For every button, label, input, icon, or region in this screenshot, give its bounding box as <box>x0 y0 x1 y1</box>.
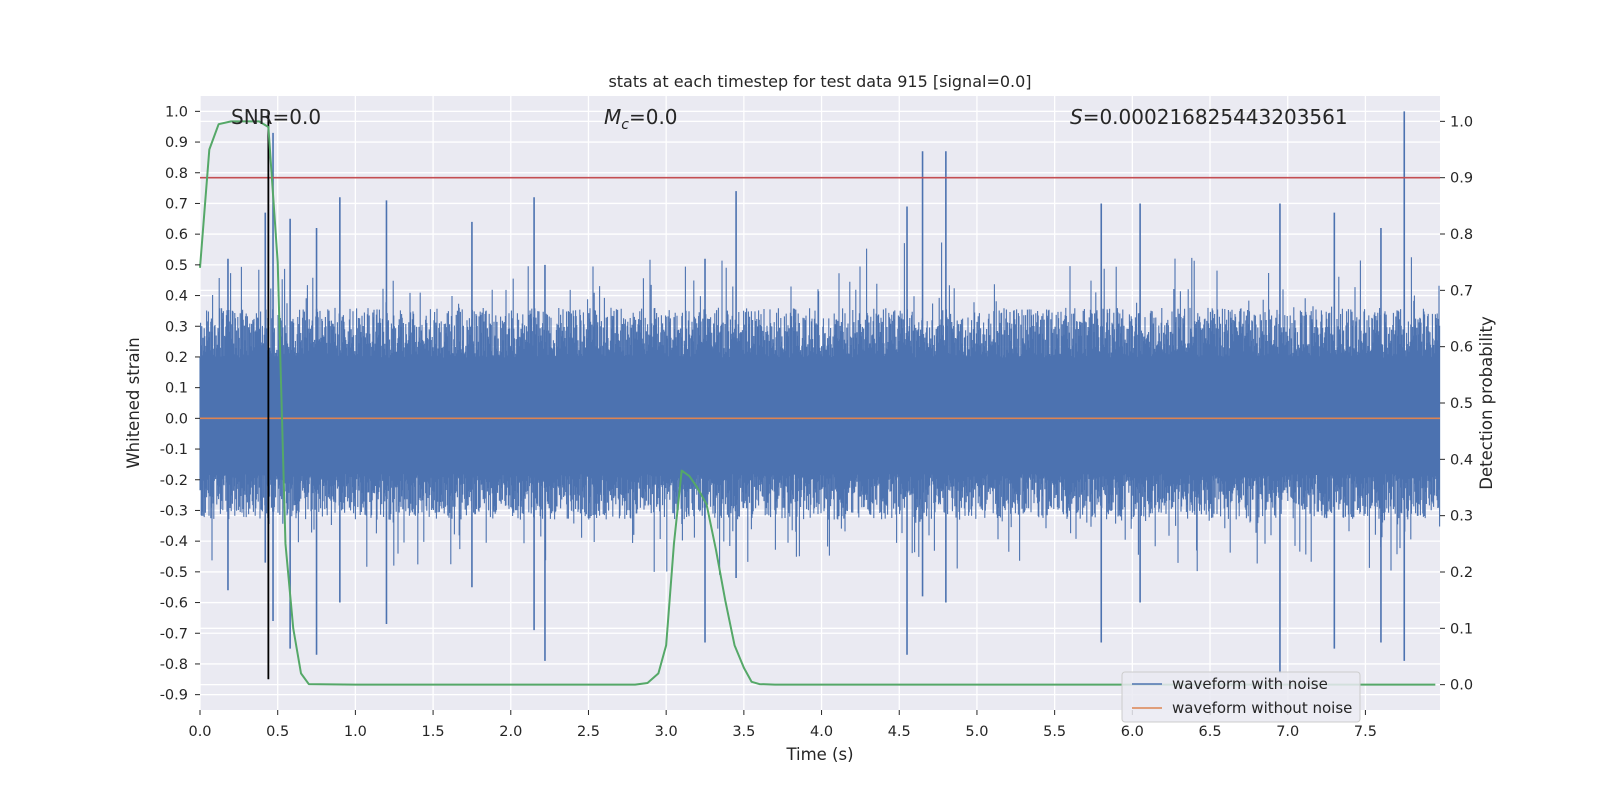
y-tick-label: -0.9 <box>160 688 188 704</box>
x-tick-label: 5.5 <box>1043 724 1066 740</box>
x-tick-label: 6.0 <box>1121 724 1144 740</box>
x-tick-label: 4.0 <box>810 724 833 740</box>
x-tick-label: 7.5 <box>1354 724 1377 740</box>
y-tick-label: -0.5 <box>160 565 188 581</box>
mc-annotation: Mc=0.0 <box>604 105 678 133</box>
y-tick-label: -0.3 <box>160 503 188 519</box>
legend: waveform with noise waveform without noi… <box>1121 671 1361 723</box>
y-tick-label: 0.8 <box>165 166 188 182</box>
y-tick-label: -0.2 <box>160 473 188 489</box>
x-tick-label: 6.5 <box>1198 724 1221 740</box>
x-tick-label: 7.0 <box>1276 724 1299 740</box>
y-tick-label: 0.0 <box>165 411 188 427</box>
y-axis-label: Whitened strain <box>124 337 143 468</box>
y2-tick-label: 0.8 <box>1450 227 1473 243</box>
y2-tick-label: 0.6 <box>1450 340 1473 356</box>
y-tick-label: 0.3 <box>165 319 188 335</box>
s-annotation: S=0.000216825443203561 <box>1070 105 1348 129</box>
series-detection-probability <box>199 120 1436 686</box>
series-waveform-with-noise <box>199 111 1441 674</box>
y-tick-label: 0.7 <box>165 196 188 212</box>
y2-axis-label: Detection probability <box>1477 316 1496 490</box>
y-tick-label: 0.5 <box>165 258 188 274</box>
y-tick-label: 0.6 <box>165 227 188 243</box>
x-axis-label: Time (s) <box>785 745 853 764</box>
y-axis-ticks: 1.0 0.9 0.8 0.7 0.6 0.5 0.4 0.3 0.2 0.1 0.0 -0.1 -0.… <box>160 104 200 704</box>
mc-value: =0.0 <box>629 105 678 129</box>
y-tick-label: -0.4 <box>160 534 188 550</box>
s-value: =0.000216825443203561 <box>1083 105 1348 129</box>
y-tick-label: -0.6 <box>160 596 188 612</box>
x-tick-label: 2.0 <box>499 724 522 740</box>
y-tick-label: 0.1 <box>165 381 188 397</box>
y-tick-label: 0.2 <box>165 350 188 366</box>
y-tick-label: -0.1 <box>160 442 188 458</box>
y2-tick-label: 0.5 <box>1450 396 1473 412</box>
x-tick-label: 1.5 <box>422 724 445 740</box>
legend-label-waveform-without-noise: waveform without noise <box>1172 699 1352 717</box>
chart-title: stats at each timestep for test data 915… <box>608 72 1031 91</box>
y2-tick-label: 0.4 <box>1450 452 1473 468</box>
mc-symbol: M <box>604 105 621 129</box>
y2-tick-label: 0.2 <box>1450 565 1473 581</box>
legend-label-waveform-with-noise: waveform with noise <box>1172 675 1328 693</box>
x-tick-label: 0.0 <box>188 724 211 740</box>
x-tick-label: 4.5 <box>888 724 911 740</box>
detection-probability-line <box>199 120 1436 686</box>
y-tick-label: -0.8 <box>160 657 188 673</box>
y2-axis-ticks: 1.0 0.9 0.8 0.7 0.6 0.5 0.4 0.3 0.2 0.1 0.0 <box>1440 114 1473 694</box>
noise-band <box>199 242 1441 575</box>
snr-annotation: SNR=0.0 <box>231 105 321 129</box>
y2-tick-label: 0.0 <box>1450 678 1473 694</box>
y-tick-label: -0.7 <box>160 626 188 642</box>
y2-tick-label: 0.7 <box>1450 283 1473 299</box>
y-tick-label: 1.0 <box>165 104 188 120</box>
x-tick-label: 1.0 <box>344 724 367 740</box>
s-symbol: S <box>1070 105 1083 129</box>
y2-tick-label: 0.3 <box>1450 509 1473 525</box>
mc-subscript: c <box>621 117 629 133</box>
x-tick-label: 0.5 <box>266 724 289 740</box>
y-tick-label: 0.9 <box>165 135 188 151</box>
x-tick-label: 3.5 <box>732 724 755 740</box>
legend-box <box>1121 671 1361 723</box>
x-tick-label: 3.0 <box>655 724 678 740</box>
y2-tick-label: 1.0 <box>1450 114 1473 130</box>
x-tick-label: 2.5 <box>577 724 600 740</box>
y2-tick-label: 0.9 <box>1450 171 1473 187</box>
x-tick-label: 5.0 <box>965 724 988 740</box>
y2-tick-label: 0.1 <box>1450 621 1473 637</box>
y-tick-label: 0.4 <box>165 289 188 305</box>
